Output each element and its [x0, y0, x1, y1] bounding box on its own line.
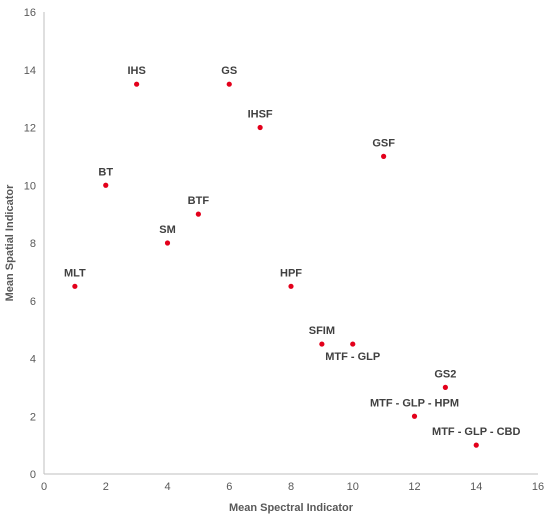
data-point	[195, 211, 201, 217]
y-tick-label: 6	[30, 296, 36, 308]
x-tick-label: 14	[470, 481, 482, 493]
data-point	[442, 384, 448, 390]
data-points	[72, 81, 479, 448]
x-tick-label: 6	[226, 481, 232, 493]
y-tick-label: 2	[30, 411, 36, 423]
point-label: HPF	[280, 267, 302, 279]
point-label: IHS	[127, 65, 145, 77]
x-tick-label: 2	[103, 481, 109, 493]
data-point	[226, 81, 232, 87]
x-tick-label: 4	[164, 481, 170, 493]
y-tick-label: 10	[24, 180, 36, 192]
point-label: GS2	[434, 368, 456, 380]
point-label: BTF	[188, 195, 210, 207]
x-tick-label: 10	[347, 481, 359, 493]
point-label: GS	[221, 65, 237, 77]
x-tick-label: 16	[532, 481, 544, 493]
point-label: MTF - GLP - HPM	[370, 397, 459, 409]
y-axis-title: Mean Spatial Indicator	[4, 184, 16, 301]
point-label: BT	[98, 166, 113, 178]
x-tick-label: 8	[288, 481, 294, 493]
data-point	[411, 413, 418, 419]
y-tick-label: 12	[24, 123, 36, 135]
data-point	[164, 240, 171, 246]
axes	[43, 12, 538, 475]
data-point	[350, 341, 356, 347]
data-point	[319, 341, 325, 347]
point-label: IHSF	[248, 109, 273, 121]
y-tick-label: 8	[30, 238, 36, 250]
data-point	[381, 153, 387, 159]
point-label: SFIM	[309, 325, 335, 337]
point-label: GSF	[372, 137, 395, 149]
point-label: MLT	[64, 267, 86, 279]
y-tick-label: 4	[30, 354, 36, 366]
point-label: MTF - GLP - CBD	[432, 426, 520, 438]
x-tick-label: 12	[408, 481, 420, 493]
y-tick-label: 0	[30, 469, 36, 481]
point-label: SM	[159, 224, 176, 236]
data-point	[257, 124, 263, 131]
data-point	[103, 182, 109, 188]
y-tick-label: 14	[24, 65, 36, 77]
data-point	[72, 283, 78, 289]
x-tick-label: 0	[41, 481, 47, 493]
data-point	[288, 283, 294, 289]
point-label: MTF - GLP	[325, 351, 380, 363]
data-point	[473, 442, 479, 448]
point-labels: MLT BT IHS SM BTF GS IHSF HPF SFIM MTF - GLP GSF MT…	[64, 65, 521, 438]
x-axis-title: Mean Spectral Indicator	[229, 502, 354, 514]
data-point	[134, 81, 140, 87]
y-tick-label: 16	[24, 7, 36, 19]
tick-labels: 0 2 4 6 8 10 12 14 16 0 2 4 6 8 10 12 14 16	[24, 7, 544, 493]
